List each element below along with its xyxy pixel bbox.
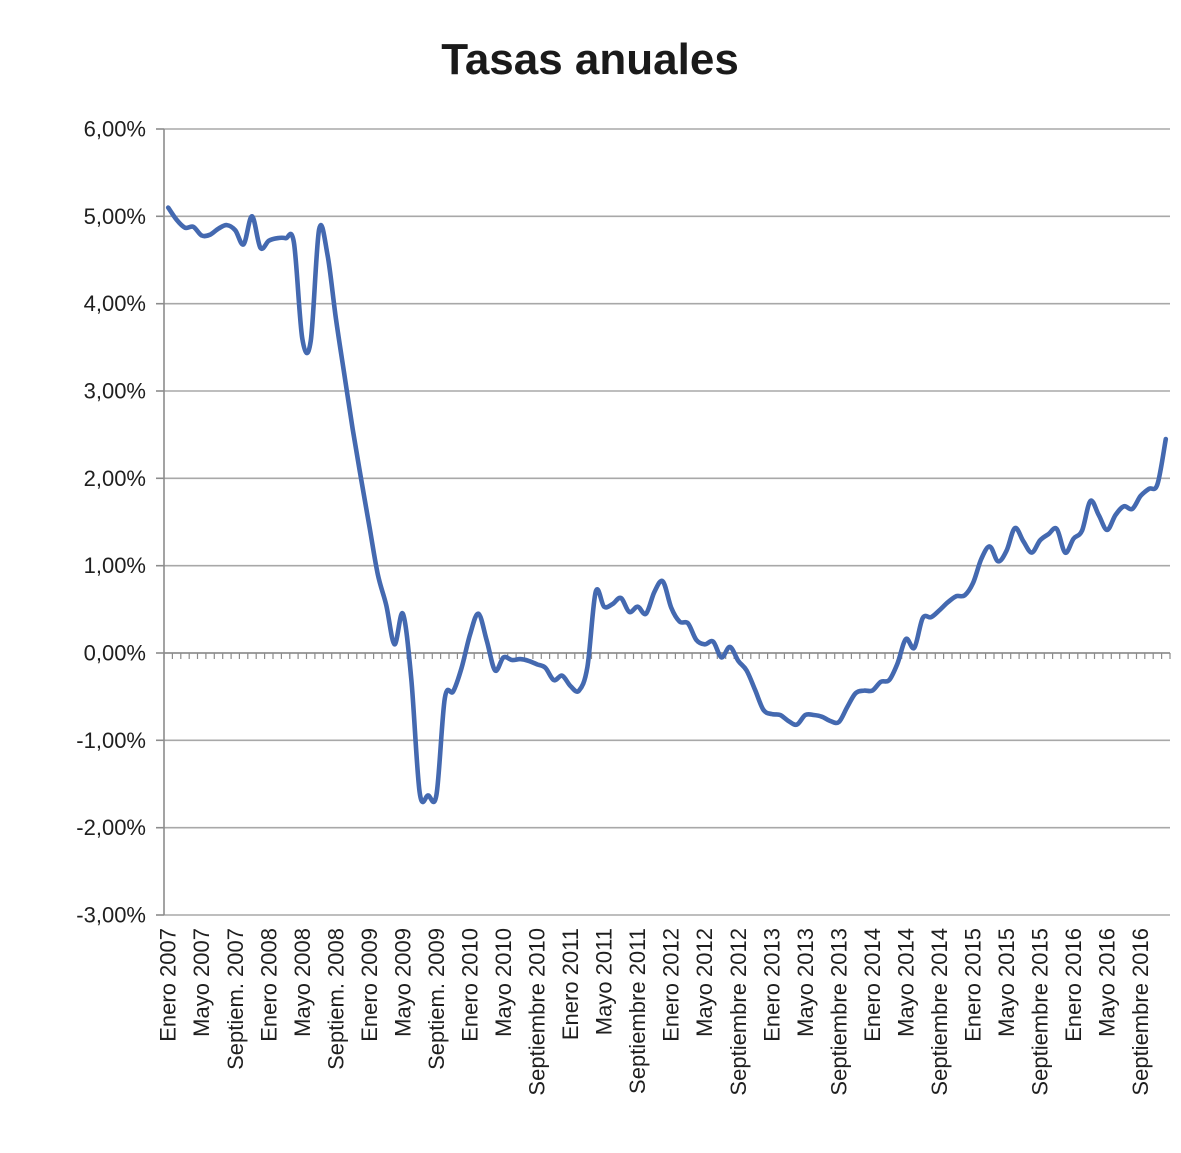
x-axis-tick-label: Enero 2009 xyxy=(357,928,382,1042)
axes xyxy=(156,128,1171,916)
y-axis-tick-label: -2,00% xyxy=(76,815,146,840)
y-axis-tick-label: 2,00% xyxy=(84,466,146,491)
x-axis-tick-label: Enero 2008 xyxy=(256,928,281,1042)
y-axis-tick-label: 6,00% xyxy=(84,117,146,142)
x-axis-tick-label: Mayo 2016 xyxy=(1095,928,1120,1037)
x-axis-tick-label: Enero 2014 xyxy=(860,928,885,1042)
y-axis-labels: 6,00% 5,00% 4,00% 3,00% 2,00% 1,00% 0,00% -1,00… xyxy=(76,117,146,928)
x-axis-tick-label: Septiembre 2016 xyxy=(1128,928,1153,1096)
y-axis-tick-label: 4,00% xyxy=(84,291,146,316)
x-axis-tick-label: Enero 2016 xyxy=(1061,928,1086,1042)
x-axis-tick-label: Septiembre 2013 xyxy=(826,928,851,1096)
x-axis-labels: Enero 2007 Mayo 2007 Septiem. 2007 Enero 20… xyxy=(156,928,1153,1096)
gridlines xyxy=(164,128,1170,916)
x-axis-tick-label: Mayo 2009 xyxy=(390,928,415,1037)
y-axis-tick-label: 1,00% xyxy=(84,553,146,578)
y-axis-tick-label: 0,00% xyxy=(84,641,146,666)
chart-title: Tasas anuales xyxy=(441,35,739,84)
x-axis-tick-label: Septiembre 2010 xyxy=(525,928,550,1096)
x-axis-tick-label: Septiembre 2015 xyxy=(1028,928,1053,1096)
x-axis-tick-label: Mayo 2010 xyxy=(491,928,516,1037)
x-axis-tick-label: Mayo 2015 xyxy=(994,928,1019,1037)
data-series xyxy=(165,205,1169,805)
x-axis-tick-label: Septiem. 2009 xyxy=(424,928,449,1070)
x-axis-tick-label: Mayo 2013 xyxy=(793,928,818,1037)
x-axis-tick-label: Septiembre 2014 xyxy=(927,928,952,1096)
x-axis-tick-label: Mayo 2007 xyxy=(189,928,214,1037)
y-axis-tick-label: 3,00% xyxy=(84,379,146,404)
x-axis-tick-label: Enero 2012 xyxy=(659,928,684,1042)
x-axis-tick-label: Mayo 2008 xyxy=(290,928,315,1037)
x-axis-tick-label: Mayo 2014 xyxy=(893,928,918,1037)
x-axis-tick-label: Septiembre 2012 xyxy=(726,928,751,1096)
x-axis-tick-label: Septiembre 2011 xyxy=(625,928,650,1094)
x-axis-tick-label: Enero 2007 xyxy=(156,928,181,1042)
x-axis-tick-label: Enero 2015 xyxy=(961,928,986,1042)
x-axis-tick-label: Septiem. 2007 xyxy=(223,928,248,1070)
x-axis-tick-label: Septiem. 2008 xyxy=(323,928,348,1070)
data-line xyxy=(165,205,1169,805)
x-axis-tick-label: Mayo 2011 xyxy=(592,928,617,1035)
y-axis-tick-label: 5,00% xyxy=(84,204,146,229)
x-axis-tick-label: Mayo 2012 xyxy=(692,928,717,1037)
y-axis-tick-label: -3,00% xyxy=(76,903,146,928)
x-axis-tick-label: Enero 2010 xyxy=(458,928,483,1042)
y-axis-tick-label: -1,00% xyxy=(76,728,146,753)
x-axis-tick-label: Enero 2011 xyxy=(558,928,583,1040)
x-axis-tick-label: Enero 2013 xyxy=(759,928,784,1042)
